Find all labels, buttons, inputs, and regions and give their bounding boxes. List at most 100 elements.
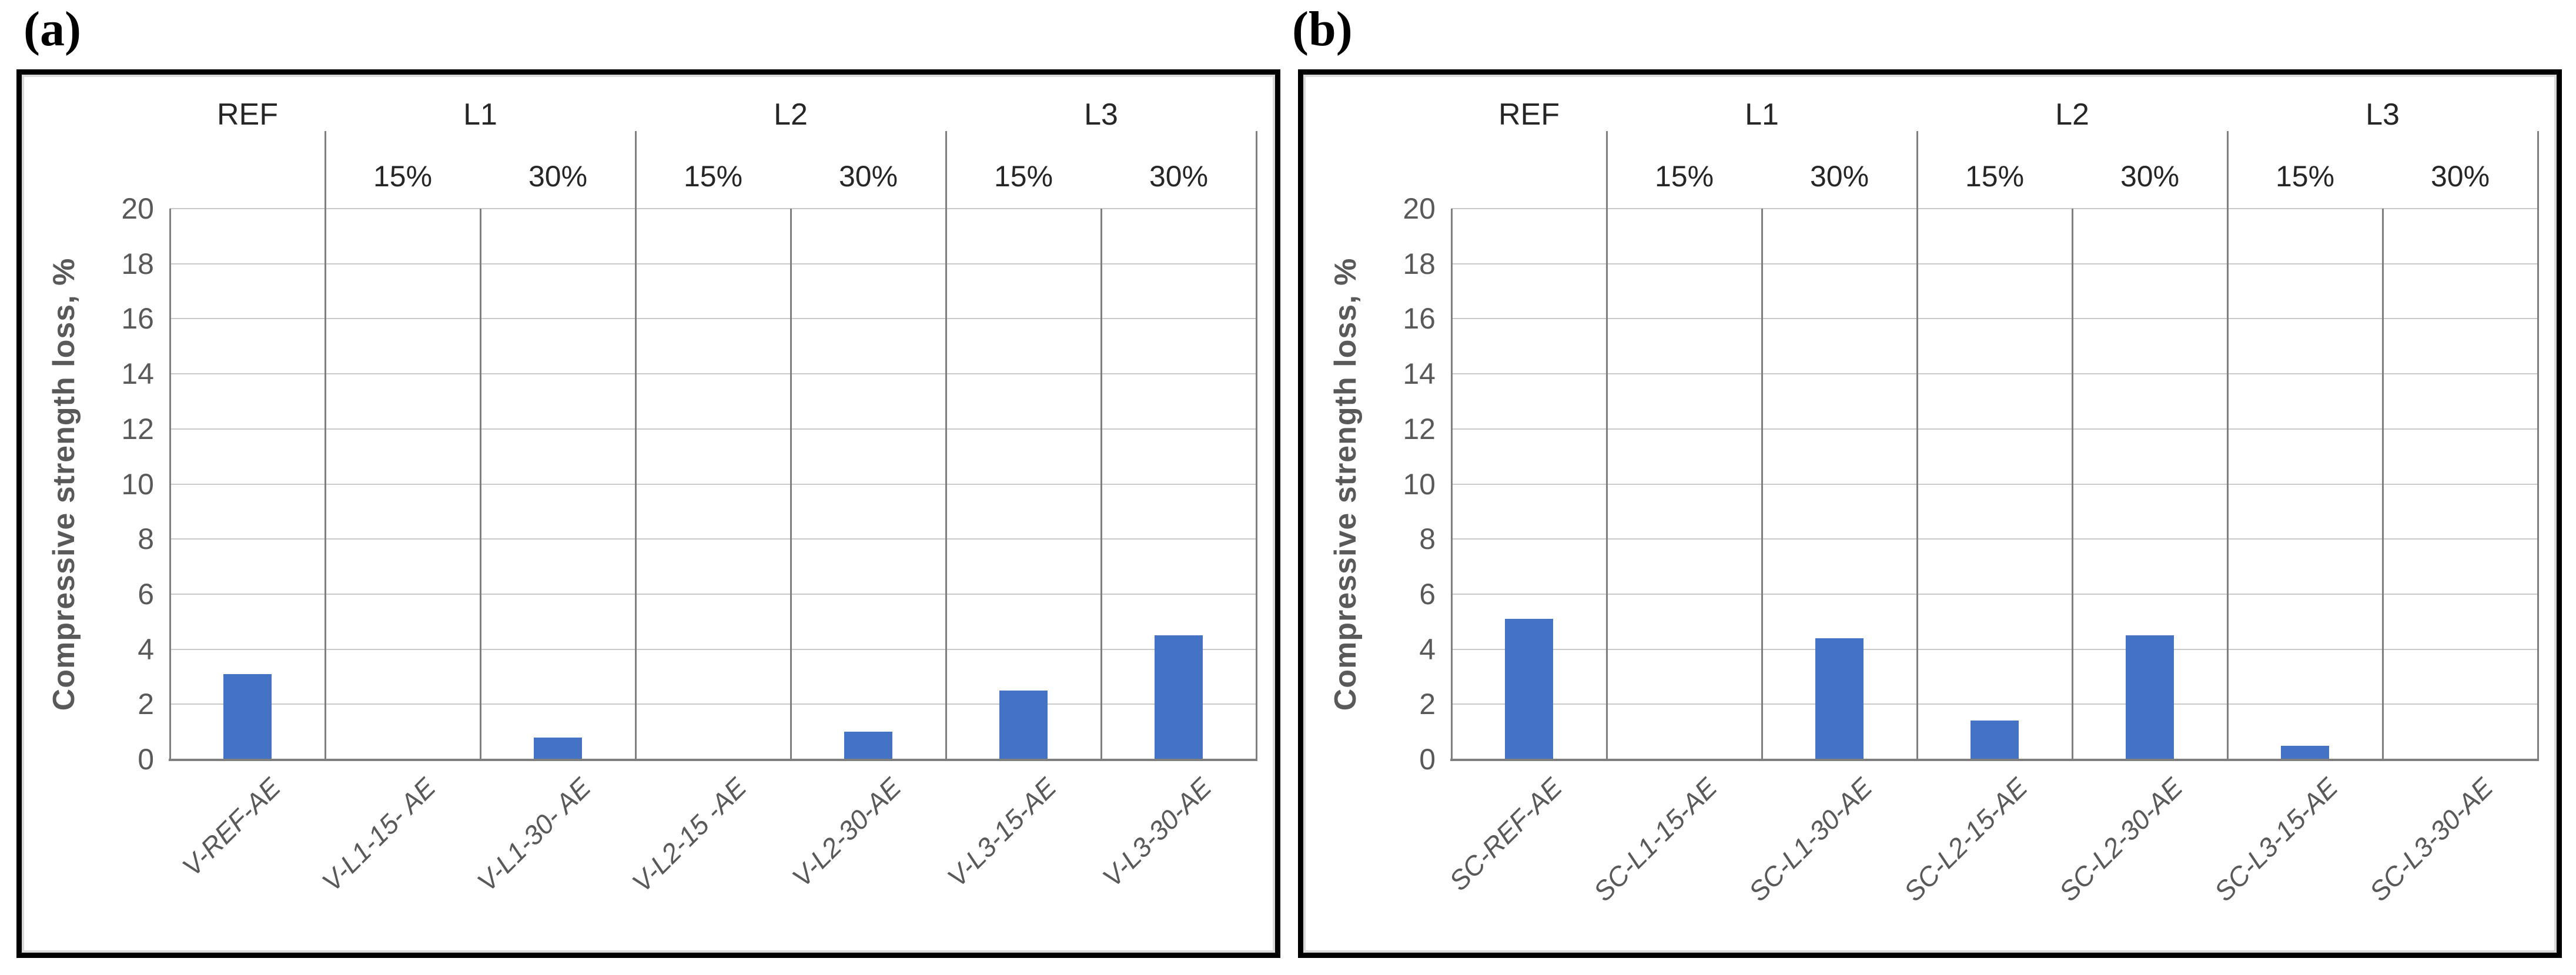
- category-label-V-L3-15-AE: V-L3-15-AE: [941, 772, 1063, 893]
- bar-V-REF-AE: [223, 674, 272, 759]
- gridline-y-20: [1451, 208, 2538, 209]
- y-tick-label-10: 10: [121, 467, 154, 501]
- bar-V-L3-30-AE: [1155, 635, 1203, 759]
- category-label-SC-L1-15-AE: SC-L1-15-AE: [1587, 772, 1724, 907]
- sub-header-6: 30%: [1149, 160, 1209, 193]
- category-label-SC-L3-30-AE: SC-L3-30-AE: [2363, 772, 2500, 907]
- y-tick-label-10: 10: [1403, 467, 1436, 501]
- gridline-y-6: [1451, 593, 2538, 595]
- sub-header-5: 15%: [2275, 160, 2335, 193]
- group-header-L3: L3: [2366, 98, 2400, 132]
- gridline-y-6: [170, 593, 1256, 595]
- bar-SC-L1-30-AE: [1815, 638, 1864, 759]
- gridline-y-18: [170, 263, 1256, 264]
- group-header-REF: REF: [1498, 98, 1560, 132]
- group-header-L2: L2: [774, 98, 808, 132]
- bar-V-L2-30-AE: [844, 732, 892, 759]
- group-separator: [1605, 131, 1608, 759]
- y-tick-label-20: 20: [121, 192, 154, 225]
- sub-header-4: 30%: [2120, 160, 2180, 193]
- chart-panel-b-inner: 0 2 4 6 8 10 12 14 16 18 20 REF L1 L2 L3 15% 30% 15% 30% 15…: [1303, 75, 2557, 953]
- gridline-y-8: [170, 538, 1256, 540]
- sub-header-3: 15%: [1965, 160, 2025, 193]
- sub-separator: [2071, 209, 2073, 759]
- y-tick-label-0: 0: [1419, 743, 1436, 776]
- sub-header-6: 30%: [2430, 160, 2490, 193]
- bar-SC-REF-AE: [1505, 619, 1553, 759]
- group-separator: [324, 131, 326, 759]
- category-label-V-L2-15 -AE: V-L2-15 -AE: [625, 772, 752, 898]
- gridline-y-10: [1451, 483, 2538, 485]
- y-tick-label-14: 14: [121, 357, 154, 391]
- y-tick-label-14: 14: [1403, 357, 1436, 391]
- category-label-SC-REF-AE: SC-REF-AE: [1443, 772, 1568, 897]
- group-header-L1: L1: [463, 98, 497, 132]
- group-separator: [1916, 131, 1918, 759]
- sub-separator: [789, 209, 792, 759]
- sub-separator: [2381, 209, 2384, 759]
- sub-header-2: 30%: [1809, 160, 1869, 193]
- gridline-y-2: [170, 703, 1256, 705]
- sub-separator: [1761, 209, 1763, 759]
- chart-panel-a-inner: 0 2 4 6 8 10 12 14 16 18 20 REF L1 L2 L3 15% 30% 15% 30% 15…: [22, 75, 1275, 953]
- panel-b-tag: (b): [1292, 2, 1353, 56]
- gridline-y-14: [170, 373, 1256, 375]
- gridline-y-4: [1451, 648, 2538, 650]
- gridline-y-2: [1451, 703, 2538, 705]
- panel-a-tag: (a): [24, 2, 81, 56]
- y-tick-label-16: 16: [121, 302, 154, 336]
- y-tick-label-2: 2: [138, 688, 154, 721]
- y-tick-label-8: 8: [138, 522, 154, 556]
- y-tick-label-12: 12: [1403, 412, 1436, 445]
- chart-panel-b: 0 2 4 6 8 10 12 14 16 18 20 REF L1 L2 L3 15% 30% 15% 30% 15…: [1298, 69, 2562, 958]
- category-label-SC-L1-30-AE: SC-L1-30-AE: [1742, 772, 1879, 907]
- category-label-V-L3-30-AE: V-L3-30-AE: [1096, 772, 1218, 893]
- y-tick-label-12: 12: [121, 412, 154, 445]
- category-label-V-L1-30- AE: V-L1-30- AE: [471, 772, 597, 897]
- y-tick-label-18: 18: [1403, 247, 1436, 280]
- bar-V-L3-15-AE: [999, 690, 1048, 759]
- group-separator: [945, 131, 947, 759]
- y-tick-label-20: 20: [1403, 192, 1436, 225]
- gridline-y-16: [1451, 318, 2538, 320]
- sub-header-3: 15%: [683, 160, 743, 193]
- sub-header-1: 15%: [1654, 160, 1714, 193]
- y-tick-label-18: 18: [121, 247, 154, 280]
- y-tick-label-6: 6: [138, 577, 154, 611]
- y-axis-title: Compressive strength loss, %: [1329, 257, 1363, 711]
- sub-separator: [1100, 209, 1102, 759]
- y-tick-label-6: 6: [1419, 577, 1436, 611]
- group-header-REF: REF: [217, 98, 278, 132]
- gridline-y-18: [1451, 263, 2538, 264]
- y-tick-label-4: 4: [1419, 632, 1436, 666]
- sub-header-4: 30%: [838, 160, 898, 193]
- sub-separator: [479, 209, 481, 759]
- category-label-V-L2-30-AE: V-L2-30-AE: [786, 772, 908, 893]
- y-tick-label-0: 0: [138, 743, 154, 776]
- y-tick-label-8: 8: [1419, 522, 1436, 556]
- gridline-y-16: [170, 318, 1256, 320]
- gridline-y-14: [1451, 373, 2538, 375]
- category-label-SC-L3-15-AE: SC-L3-15-AE: [2208, 772, 2344, 907]
- y-tick-label-2: 2: [1419, 688, 1436, 721]
- gridline-y-20: [170, 208, 1256, 209]
- group-header-L1: L1: [1745, 98, 1779, 132]
- chart-panel-a: 0 2 4 6 8 10 12 14 16 18 20 REF L1 L2 L3 15% 30% 15% 30% 15…: [16, 69, 1280, 958]
- category-label-SC-L2-30-AE: SC-L2-30-AE: [2053, 772, 2189, 907]
- category-label-SC-L2-15-AE: SC-L2-15-AE: [1898, 772, 2034, 907]
- bar-SC-L3-15-AE: [2281, 745, 2329, 759]
- group-header-L2: L2: [2055, 98, 2089, 132]
- sub-header-1: 15%: [373, 160, 433, 193]
- category-label-V-REF-AE: V-REF-AE: [176, 772, 287, 882]
- sub-header-5: 15%: [993, 160, 1053, 193]
- bar-SC-L2-15-AE: [1971, 721, 2019, 759]
- sub-header-2: 30%: [528, 160, 588, 193]
- y-tick-label-4: 4: [138, 632, 154, 666]
- group-separator: [634, 131, 637, 759]
- category-label-V-L1-15- AE: V-L1-15- AE: [316, 772, 442, 897]
- group-separator: [1255, 131, 1257, 759]
- gridline-y-8: [1451, 538, 2538, 540]
- group-separator: [2226, 131, 2229, 759]
- group-header-L3: L3: [1084, 98, 1118, 132]
